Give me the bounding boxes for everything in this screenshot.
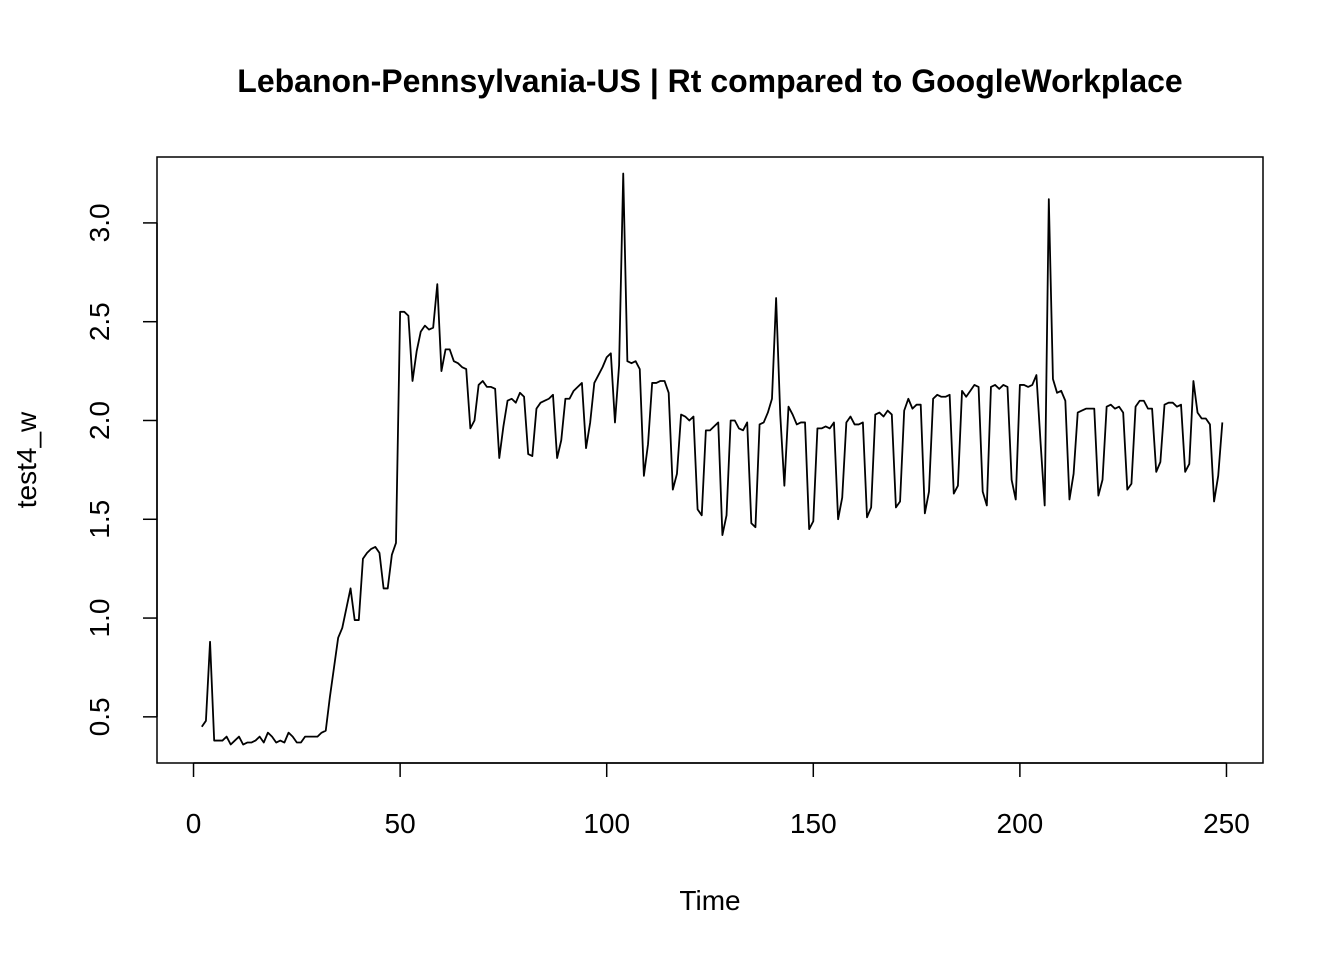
y-tick-label: 3.0	[84, 203, 115, 242]
x-tick-label: 0	[186, 808, 202, 839]
y-axis: 0.5 1.0 1.5 2.0 2.5 3.0	[84, 203, 158, 736]
chart-title: Lebanon-Pennsylvania-US | Rt compared to…	[237, 63, 1182, 99]
x-tick-label: 50	[385, 808, 416, 839]
x-axis: 0 50 100 150 200 250	[186, 762, 1250, 839]
x-axis-label: Time	[679, 885, 740, 916]
y-tick-label: 1.0	[84, 599, 115, 638]
y-tick-label: 2.5	[84, 302, 115, 341]
y-tick-label: 0.5	[84, 697, 115, 736]
x-tick-label: 100	[583, 808, 630, 839]
y-tick-label: 2.0	[84, 401, 115, 440]
x-tick-label: 250	[1203, 808, 1250, 839]
series-line	[201, 172, 1224, 746]
x-tick-label: 200	[997, 808, 1044, 839]
x-tick-label: 150	[790, 808, 837, 839]
y-tick-label: 1.5	[84, 500, 115, 539]
y-axis-label: test4_w	[11, 411, 42, 508]
